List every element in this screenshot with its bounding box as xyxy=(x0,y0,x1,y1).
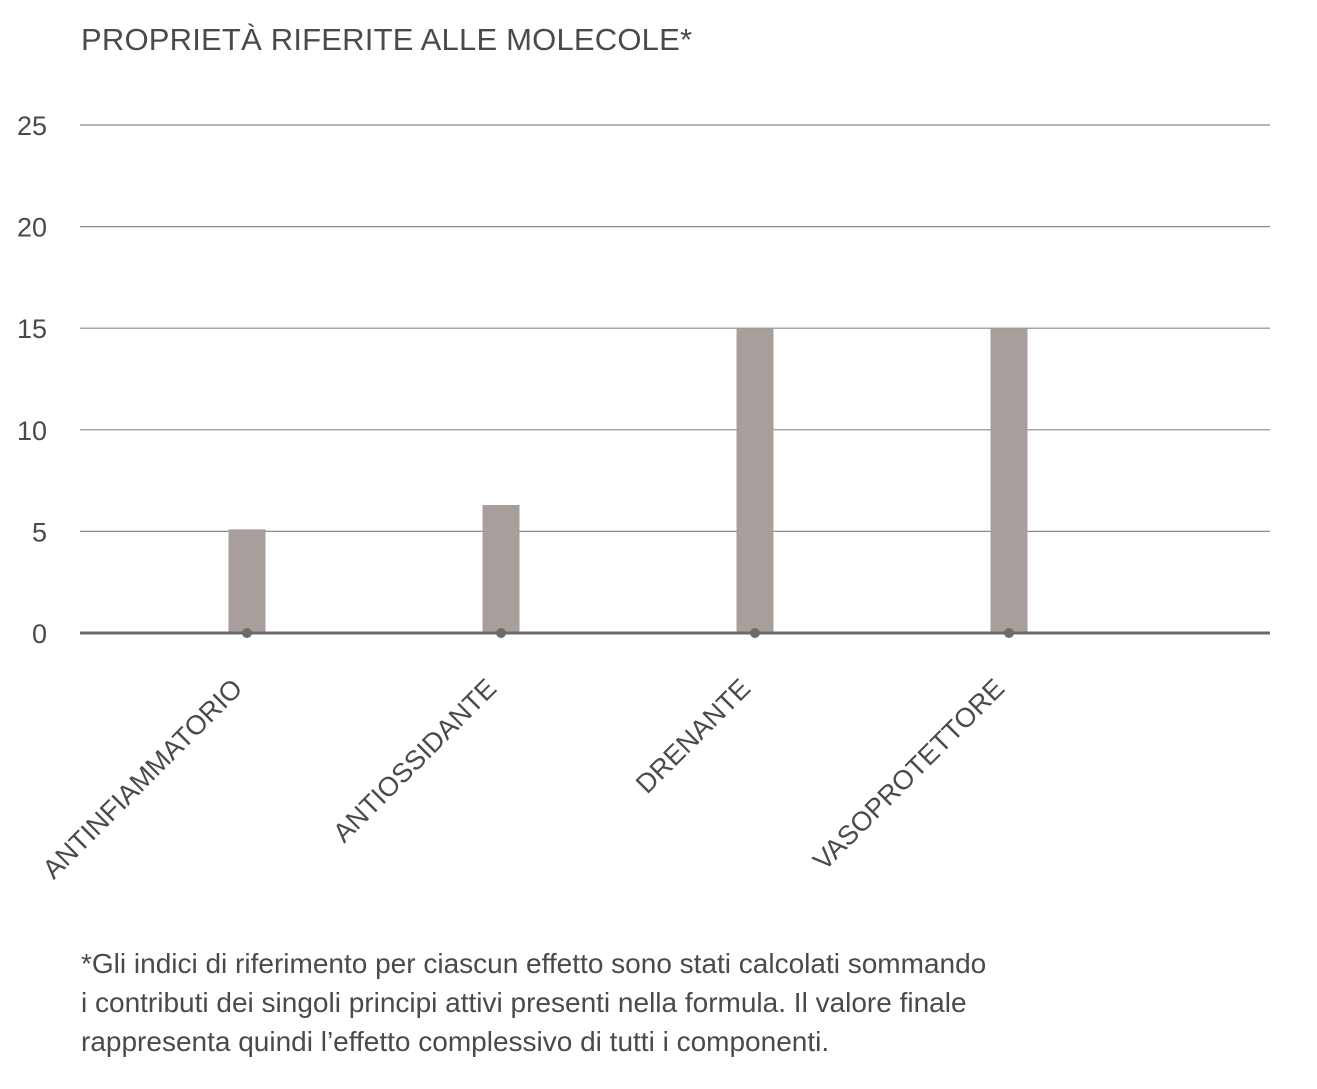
y-tick-label: 20 xyxy=(17,213,47,243)
bar xyxy=(736,328,774,633)
y-tick-label: 15 xyxy=(17,314,47,344)
y-tick-label: 10 xyxy=(17,416,47,446)
footnote-line: i contributi dei singoli principi attivi… xyxy=(81,987,967,1018)
x-tick-dot xyxy=(750,628,760,638)
x-tick-label: DRENANTE xyxy=(630,673,756,799)
gridlines xyxy=(80,124,1270,533)
x-tick-label: ANTIOSSIDANTE xyxy=(327,673,502,848)
footnote-line: rappresenta quindi l’effetto complessivo… xyxy=(81,1026,830,1057)
x-axis xyxy=(80,628,1270,638)
bar xyxy=(990,328,1028,633)
y-tick-label: 0 xyxy=(32,619,47,649)
bar xyxy=(228,529,266,633)
x-tick-dot xyxy=(242,628,252,638)
footnote: *Gli indici di riferimento per ciascun e… xyxy=(81,944,1261,1061)
bar xyxy=(482,504,520,633)
footnote-line: *Gli indici di riferimento per ciascun e… xyxy=(81,948,987,979)
bars xyxy=(228,328,1028,633)
chart-title: PROPRIETÀ RIFERITE ALLE MOLECOLE* xyxy=(81,22,693,57)
x-axis-labels: ANTINFIAMMATORIO ANTIOSSIDANTE DRENANTE VAS… xyxy=(37,673,1010,884)
y-tick-label: 25 xyxy=(17,111,47,141)
x-tick-label: VASOPROTETTORE xyxy=(807,673,1010,876)
x-tick-dot xyxy=(496,628,506,638)
x-tick-label: ANTINFIAMMATORIO xyxy=(37,673,248,884)
x-tick-dot xyxy=(1004,628,1014,638)
bar-chart: 0 5 10 15 20 25 ANTINFIAMMATORIO ANTIOSSIDANTE… xyxy=(17,111,1270,884)
y-tick-label: 5 xyxy=(32,517,47,547)
y-axis-ticks: 0 5 10 15 20 25 xyxy=(17,111,47,649)
